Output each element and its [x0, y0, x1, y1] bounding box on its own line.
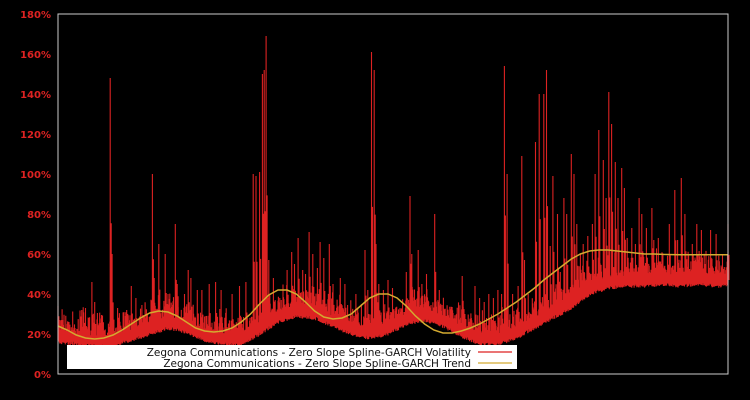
y-tick-label: 20%	[27, 330, 51, 341]
legend-box	[67, 345, 517, 369]
y-tick-label: 120%	[20, 130, 51, 141]
y-tick-label: 40%	[27, 290, 51, 301]
y-tick-label: 140%	[20, 90, 51, 101]
legend-label-trend: Zegona Communications - Zero Slope Splin…	[163, 358, 471, 370]
y-tick-label: 60%	[27, 250, 51, 261]
y-tick-label: 180%	[20, 10, 51, 21]
y-tick-label: 80%	[27, 210, 51, 221]
plot-frame	[57, 13, 729, 375]
legend: Zegona Communications - Zero Slope Splin…	[67, 345, 517, 370]
legend-label-volatility: Zegona Communications - Zero Slope Splin…	[147, 347, 471, 359]
trend-line	[57, 249, 728, 340]
y-axis-ticks: 0% 20% 40% 60% 80% 100% 120% 140% 160% 180%	[20, 10, 51, 381]
y-tick-label: 0%	[34, 370, 51, 381]
y-tick-label: 160%	[20, 50, 51, 61]
y-tick-label: 100%	[20, 170, 51, 181]
